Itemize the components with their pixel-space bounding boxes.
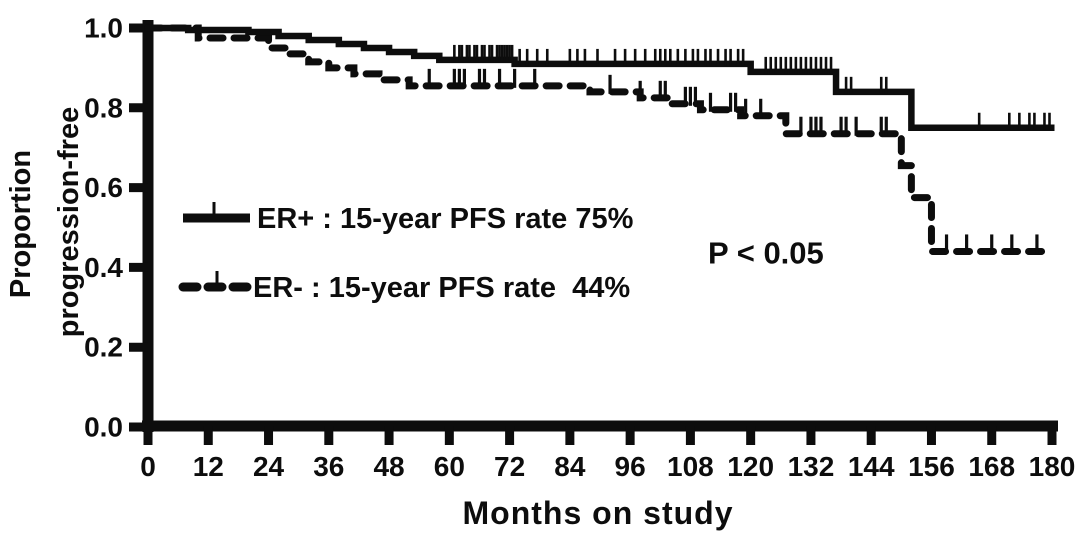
legend: ER+ : 15-year PFS rate 75% ER- : 15-year… [178, 202, 634, 304]
x-tick-label: 36 [313, 451, 344, 482]
y-tick-label: 1.0 [84, 13, 123, 44]
plot-axes: 1.0 0.8 0.6 0.4 0.2 0.0 0 12 24 36 48 60 72 84 96 108 12… [84, 13, 1075, 483]
er-plus-curve [148, 24, 1055, 131]
x-tick-label: 24 [253, 451, 285, 482]
ER--step-path [144, 24, 1048, 255]
er-minus-line-symbol [178, 271, 256, 292]
y-axis-title: Proportion progression-free [5, 107, 85, 337]
y-tick-label: 0.4 [84, 252, 123, 283]
x-tick-label: 12 [193, 451, 224, 482]
x-tick-label: 72 [494, 451, 525, 482]
x-tick-label: 144 [848, 451, 895, 482]
legend-item-er-plus: ER+ : 15-year PFS rate 75% [183, 202, 634, 235]
y-axis-title-line-1: Proportion [5, 150, 37, 298]
legend-label-er-plus: ER+ : 15-year PFS rate 75% [257, 203, 634, 235]
er-minus-curve [144, 24, 1048, 255]
er-plus-line-symbol [183, 202, 250, 223]
y-tick-label: 0.8 [84, 92, 123, 123]
p-value-annotation: P < 0.05 [708, 236, 824, 271]
x-axis-title: Months on study [463, 495, 734, 531]
legend-item-er-minus: ER- : 15-year PFS rate 44% [178, 271, 630, 304]
ER+-step-path [148, 24, 1055, 131]
y-tick-label: 0.2 [84, 332, 123, 363]
x-tick-label: 132 [788, 451, 835, 482]
x-tick-label: 180 [1029, 451, 1076, 482]
x-tick-label: 48 [373, 451, 404, 482]
x-tick-label: 96 [615, 451, 646, 482]
y-tick-label: 0.6 [84, 172, 123, 203]
x-tick-label: 84 [554, 451, 586, 482]
x-tick-label: 108 [667, 451, 714, 482]
x-tick-label: 120 [727, 451, 774, 482]
y-axis-title-line-2: progression-free [53, 107, 85, 337]
x-tick-label: 168 [968, 451, 1015, 482]
x-tick-label: 60 [434, 451, 465, 482]
x-tick-label: 0 [140, 451, 156, 482]
y-tick-label: 0.0 [84, 412, 123, 443]
legend-label-er-minus: ER- : 15-year PFS rate 44% [253, 272, 630, 304]
x-tick-label: 156 [908, 451, 955, 482]
